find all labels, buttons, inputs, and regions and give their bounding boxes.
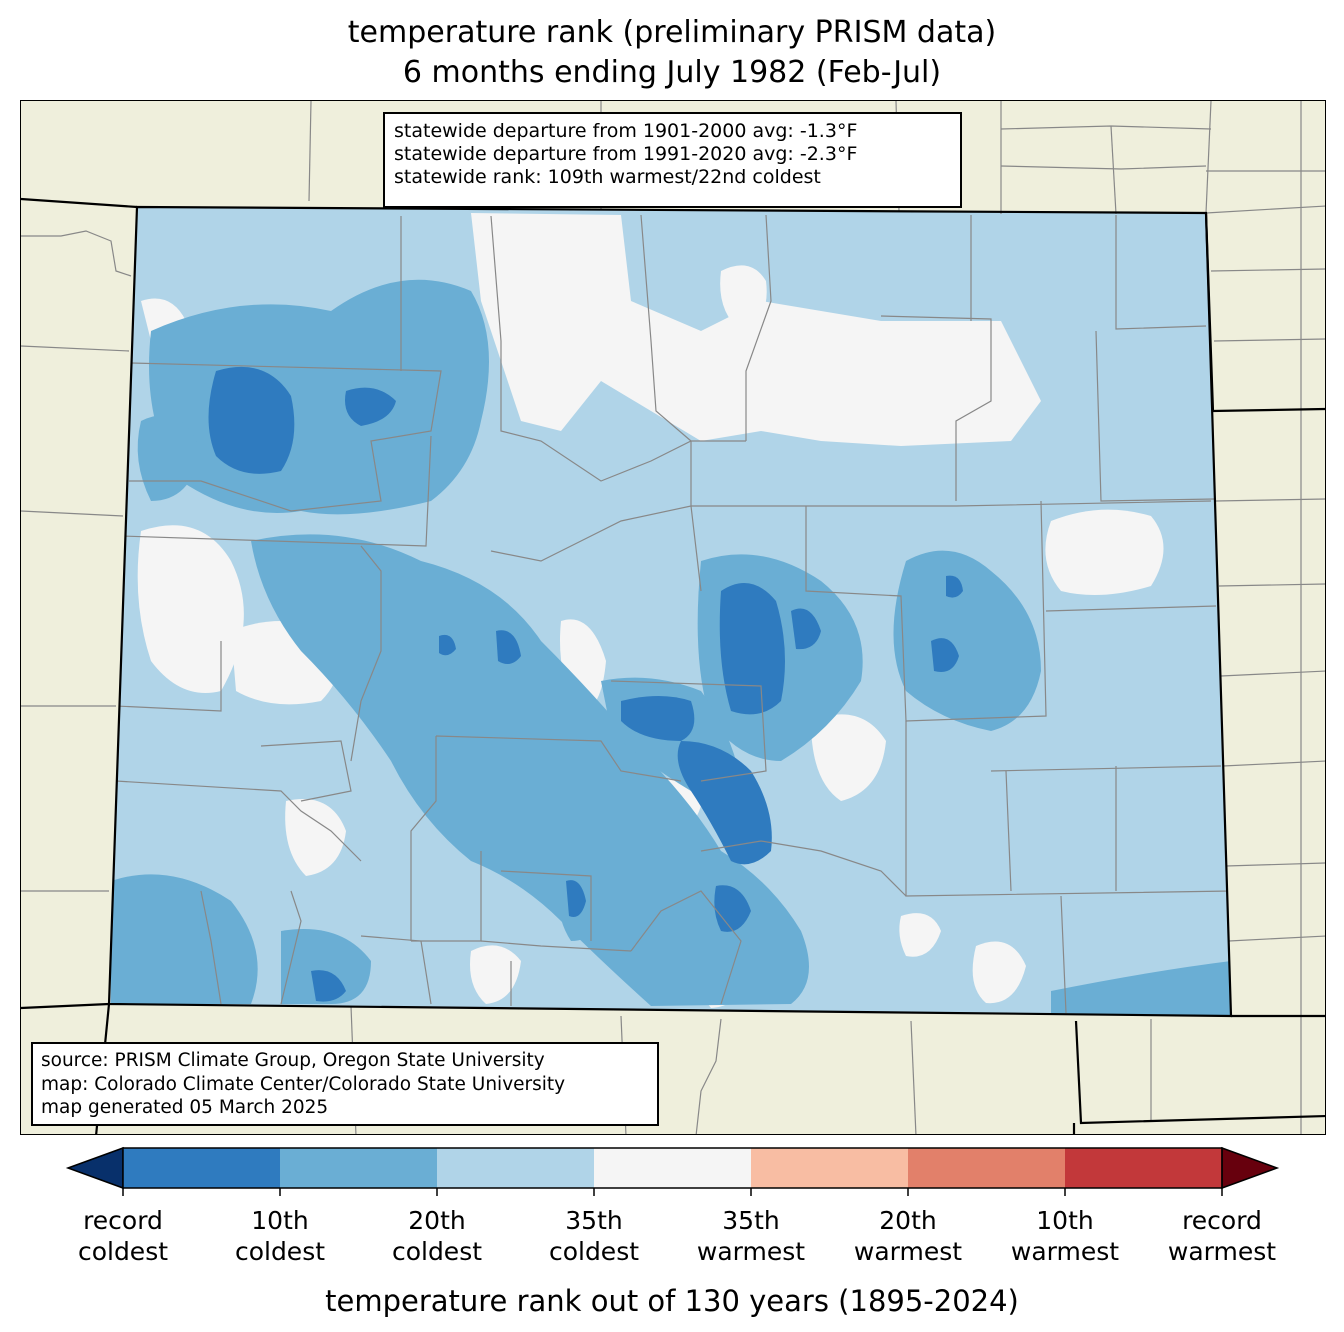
statewide-stats-box: statewide departure from 1901-2000 avg: …: [383, 112, 962, 208]
tick-label-20th-coldest: 20th coldest: [391, 1206, 483, 1266]
statewide-rank: statewide rank: 109th warmest/22nd colde…: [394, 166, 821, 188]
colorbar-seg-3: [437, 1148, 594, 1188]
rank-contours: [111, 213, 1231, 1016]
colorbar: [65, 1146, 1280, 1196]
colorbar-seg-1: [123, 1148, 280, 1188]
map-subtitle: 6 months ending July 1982 (Feb-Jul): [402, 55, 942, 90]
colorado-temperature-rank-map: [21, 101, 1325, 1134]
source-credit: source: PRISM Climate Group, Oregon Stat…: [41, 1050, 545, 1071]
record-to-tenth-coldest-areas: [208, 366, 963, 1002]
colorbar-seg-5: [751, 1148, 908, 1188]
colorbar-ticks: [122, 1188, 1223, 1196]
tick-label-10th-coldest: 10th coldest: [234, 1206, 326, 1266]
colorbar-extend-warm: [1221, 1146, 1280, 1190]
colorbar-seg-4: [594, 1148, 751, 1188]
source-box: source: PRISM Climate Group, Oregon Stat…: [31, 1042, 659, 1126]
colorbar-seg-6: [908, 1148, 1065, 1188]
colorbar-extend-cold: [65, 1146, 124, 1190]
tick-label-record-coldest: record coldest: [77, 1206, 169, 1266]
tick-label-10th-warmest: 10th warmest: [1010, 1206, 1120, 1266]
tick-label-35th-warmest: 35th warmest: [696, 1206, 806, 1266]
county-lines: [115, 214, 1231, 1014]
tick-label-record-warmest: record warmest: [1167, 1206, 1277, 1266]
generated-date: map generated 05 March 2025: [41, 1097, 329, 1118]
colorbar-axis-label: temperature rank out of 130 years (1895-…: [325, 1284, 1019, 1318]
tick-label-20th-warmest: 20th warmest: [853, 1206, 963, 1266]
departure-1991-2020: statewide departure from 1991-2020 avg: …: [394, 143, 858, 165]
map-panel: [20, 100, 1326, 1135]
map-credit: map: Colorado Climate Center/Colorado St…: [41, 1073, 566, 1095]
departure-1901-2000: statewide departure from 1901-2000 avg: …: [394, 120, 858, 142]
colorbar-seg-2: [280, 1148, 437, 1188]
colorbar-seg-7: [1065, 1148, 1222, 1188]
tick-label-35th-coldest: 35th coldest: [548, 1206, 640, 1266]
map-title: temperature rank (preliminary PRISM data…: [347, 15, 997, 50]
